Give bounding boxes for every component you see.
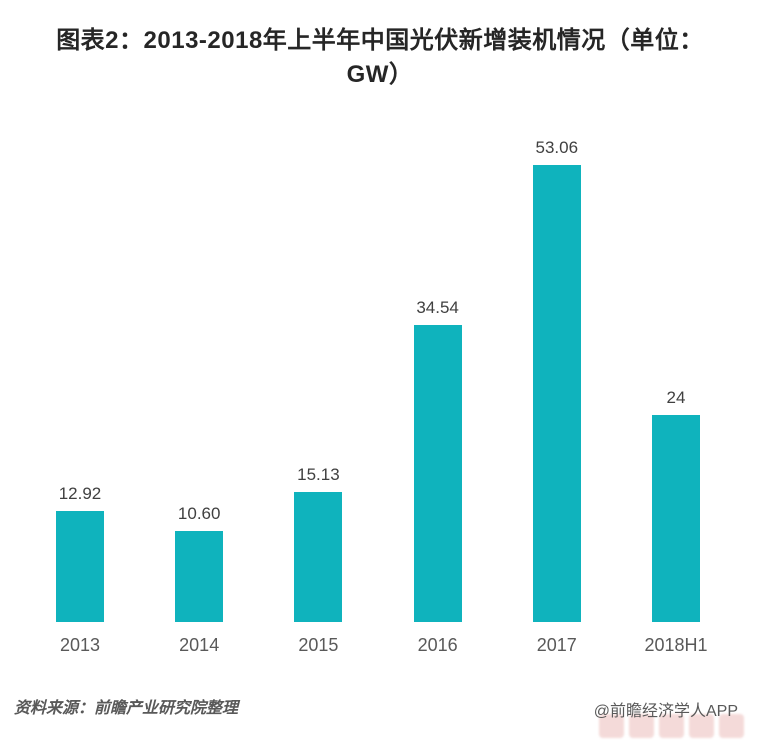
bar-value-label: 15.13	[297, 465, 340, 484]
source-note: 资料来源：前瞻产业研究院整理	[14, 700, 239, 717]
x-axis-label: 2018H1	[644, 635, 708, 655]
chart-title-line-1: 图表2：2013-2018年上半年中国光伏新增装机情况（单位：	[56, 27, 704, 54]
bar-value-label: 10.60	[177, 504, 221, 523]
bar-2014	[175, 531, 224, 622]
bar-2016	[413, 325, 462, 622]
chart-title-line-2: GW）	[346, 61, 414, 88]
chart-title: 图表2：2013-2018年上半年中国光伏新增装机情况（单位： GW）	[10, 24, 750, 92]
watermark-glyph	[719, 714, 744, 738]
bar-2018H1	[652, 415, 700, 622]
x-axis-label: 2013	[59, 635, 101, 655]
x-axis-label: 2014	[179, 635, 220, 655]
bar-value-label: 12.92	[58, 484, 102, 503]
bar-2017	[532, 165, 581, 622]
watermark-glyph	[599, 714, 624, 738]
bar-2013	[56, 511, 104, 622]
x-axis-label: 2015	[298, 635, 339, 655]
watermark-glyph	[659, 714, 684, 738]
x-axis-label: 2016	[417, 635, 458, 655]
bar-value-label: 34.54	[416, 298, 459, 317]
credit-note: @前瞻经济学人APP	[593, 703, 738, 720]
bar-value-label: 53.06	[535, 138, 579, 157]
bar-2015	[294, 492, 343, 622]
watermark	[599, 714, 744, 738]
x-axis-label: 2017	[536, 635, 577, 655]
watermark-glyph	[629, 714, 654, 738]
watermark-glyph	[689, 714, 714, 738]
bar-value-label: 24	[666, 388, 686, 407]
